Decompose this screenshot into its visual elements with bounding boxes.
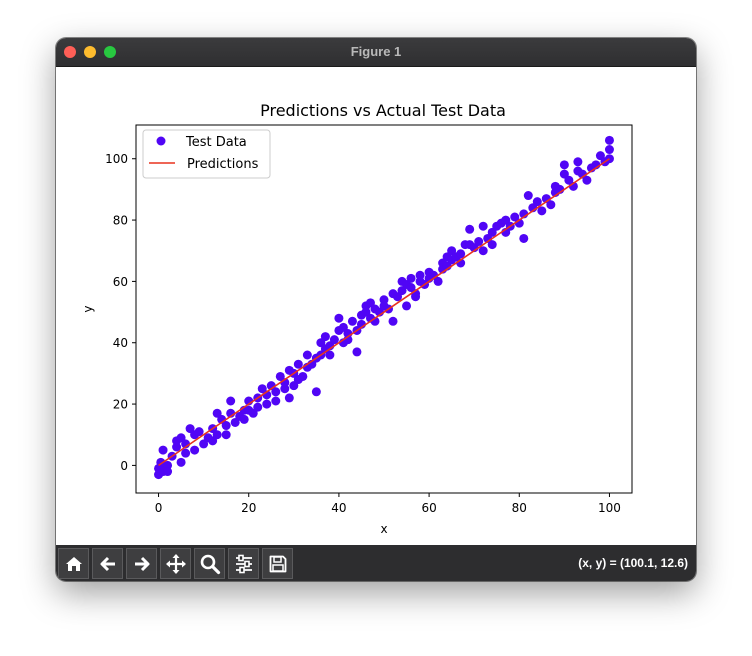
scatter-point	[582, 175, 592, 185]
legend-marker-test-data	[156, 136, 166, 146]
scatter-point	[320, 332, 330, 342]
legend-label-test-data: Test Data	[185, 135, 247, 150]
scatter-point	[604, 135, 614, 145]
scatter-point	[158, 445, 168, 455]
scatter-point	[523, 191, 533, 201]
scatter-point	[388, 316, 398, 326]
title-bar: Figure 1	[56, 38, 696, 67]
scatter-point	[212, 430, 222, 440]
back-button[interactable]	[92, 548, 123, 579]
scatter-point	[271, 396, 281, 406]
x-tick-label: 60	[421, 501, 436, 515]
x-tick-label: 20	[241, 501, 256, 515]
scatter-point	[334, 313, 344, 323]
x-tick-label: 40	[331, 501, 346, 515]
y-tick-label: 80	[113, 214, 128, 228]
chart-title: Predictions vs Actual Test Data	[260, 101, 506, 120]
figure-window: Figure 1 Predictions vs Actual Test Data…	[56, 38, 696, 581]
scatter-point	[329, 335, 339, 345]
scatter-point	[411, 292, 421, 302]
prediction-line	[158, 158, 610, 467]
scatter-point	[465, 224, 475, 234]
plot-frame	[135, 124, 633, 494]
scatter-point	[181, 448, 191, 458]
scatter-point	[478, 221, 488, 231]
scatter-point	[293, 359, 303, 369]
scatter-point	[239, 414, 249, 424]
pan-button[interactable]	[160, 548, 191, 579]
zoom-button[interactable]	[194, 548, 225, 579]
scatter-point	[271, 387, 281, 397]
scatter-point	[194, 427, 204, 437]
scatter-point	[221, 430, 231, 440]
y-tick-label: 60	[113, 275, 128, 289]
save-button[interactable]	[262, 548, 293, 579]
forward-button[interactable]	[126, 548, 157, 579]
x-tick-label: 80	[512, 501, 527, 515]
home-icon	[65, 556, 82, 571]
scatter-point	[298, 371, 308, 381]
move-icon	[165, 553, 186, 574]
scatter-point	[433, 276, 443, 286]
scatter-point	[406, 273, 416, 283]
scatter-point	[163, 467, 173, 477]
scatter-point	[352, 347, 362, 357]
scatter-point	[546, 200, 556, 210]
figure-canvas[interactable]: Predictions vs Actual Test Data 0 20 40 60 8…	[56, 67, 696, 545]
scatter-point	[474, 237, 484, 247]
scatter-point	[262, 399, 272, 409]
scatter-point	[302, 350, 312, 360]
window-title: Figure 1	[350, 44, 402, 59]
scatter-point	[456, 249, 466, 259]
minimize-window-button[interactable]	[84, 46, 96, 58]
scatter-point	[519, 233, 529, 243]
scatter-chart: Predictions vs Actual Test Data 0 20 40 60 8…	[81, 101, 633, 536]
y-tick-label: 0	[120, 459, 128, 473]
sliders-icon	[235, 554, 252, 573]
y-axis-label: y	[81, 305, 95, 312]
scatter-point	[487, 240, 497, 250]
home-button[interactable]	[58, 548, 89, 579]
navigation-toolbar: (x, y) = (100.1, 12.6)	[56, 545, 696, 581]
scatter-point	[221, 421, 231, 431]
legend: Test Data Predictions	[142, 129, 271, 179]
legend-box	[142, 129, 271, 179]
scatter-point	[478, 246, 488, 256]
y-tick-label: 40	[113, 336, 128, 350]
close-window-button[interactable]	[64, 46, 76, 58]
magnifier-icon	[200, 554, 220, 574]
x-axis-label: x	[380, 522, 387, 536]
scatter-point	[190, 445, 200, 455]
cursor-coordinates: (x, y) = (100.1, 12.6)	[578, 556, 688, 570]
scatter-point	[532, 197, 542, 207]
floppy-disk-icon	[269, 555, 286, 572]
scatter-point	[311, 387, 321, 397]
arrow-left-icon	[100, 556, 115, 571]
scatter-point	[402, 301, 412, 311]
scatter-point	[347, 316, 357, 326]
maximize-window-button[interactable]	[104, 46, 116, 58]
scatter-point	[253, 402, 263, 412]
y-tick-label: 20	[113, 398, 128, 412]
configure-subplots-button[interactable]	[228, 548, 259, 579]
scatter-point	[415, 270, 425, 280]
scatter-point	[176, 457, 186, 467]
scatter-point	[226, 396, 236, 406]
scatter-point	[284, 393, 294, 403]
x-tick-label: 0	[155, 501, 163, 515]
x-tick-label: 100	[598, 501, 621, 515]
scatter-point	[559, 160, 569, 170]
scatter-point	[604, 145, 614, 155]
scatter-point	[325, 350, 335, 360]
legend-label-predictions: Predictions	[187, 157, 259, 172]
arrow-right-icon	[134, 556, 149, 571]
scatter-point	[537, 206, 547, 216]
scatter-point	[573, 157, 583, 167]
y-tick-label: 100	[105, 152, 128, 166]
